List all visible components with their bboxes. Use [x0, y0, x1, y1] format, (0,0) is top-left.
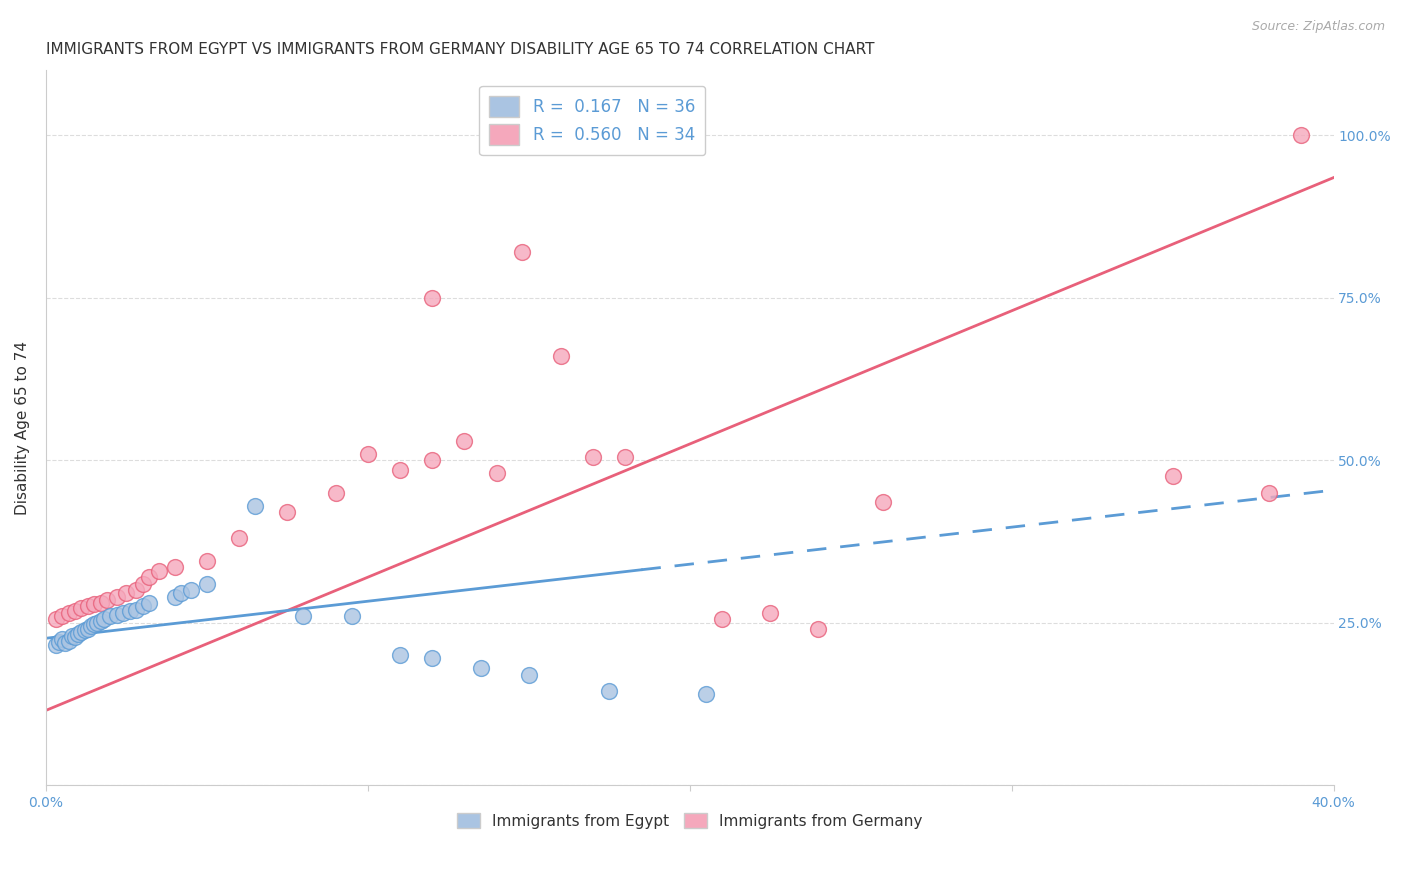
Point: [420, 453, 443, 467]
Point: [550, 115, 572, 129]
Point: [76, 622, 98, 636]
Point: [138, 596, 160, 610]
Point: [180, 583, 202, 598]
Point: [1291, 128, 1313, 143]
Point: [112, 606, 135, 620]
Point: [45, 639, 67, 653]
Point: [83, 598, 105, 612]
Point: [70, 625, 93, 640]
Point: [340, 609, 363, 624]
Point: [118, 604, 141, 618]
Point: [550, 349, 572, 363]
Point: [420, 651, 443, 665]
Point: [389, 648, 412, 662]
Point: [58, 606, 80, 620]
Point: [508, 115, 530, 129]
Point: [517, 667, 540, 681]
Point: [58, 633, 80, 648]
Point: [292, 609, 315, 624]
Point: [1258, 485, 1281, 500]
Point: [389, 463, 412, 477]
Point: [53, 636, 76, 650]
Point: [131, 599, 153, 614]
Point: [67, 627, 90, 641]
Point: [357, 447, 380, 461]
Point: [512, 245, 534, 260]
Point: [73, 624, 96, 638]
Point: [195, 576, 218, 591]
Point: [70, 601, 93, 615]
Point: [1161, 469, 1184, 483]
Point: [96, 593, 118, 607]
Point: [807, 622, 830, 636]
Point: [276, 505, 298, 519]
Text: Source: ZipAtlas.com: Source: ZipAtlas.com: [1251, 20, 1385, 33]
Point: [228, 531, 250, 545]
Point: [90, 615, 112, 629]
Point: [245, 499, 267, 513]
Point: [83, 617, 105, 632]
Point: [98, 609, 121, 624]
Point: [325, 485, 347, 500]
Point: [470, 661, 492, 675]
Point: [86, 615, 108, 630]
Point: [125, 602, 148, 616]
Point: [60, 629, 83, 643]
Legend: Immigrants from Egypt, Immigrants from Germany: Immigrants from Egypt, Immigrants from G…: [450, 806, 929, 835]
Point: [125, 583, 148, 598]
Point: [93, 612, 115, 626]
Point: [51, 632, 73, 646]
Point: [63, 604, 86, 618]
Text: IMMIGRANTS FROM EGYPT VS IMMIGRANTS FROM GERMANY DISABILITY AGE 65 TO 74 CORRELA: IMMIGRANTS FROM EGYPT VS IMMIGRANTS FROM…: [46, 42, 875, 57]
Y-axis label: Disability Age 65 to 74: Disability Age 65 to 74: [15, 341, 30, 515]
Point: [759, 606, 782, 620]
Point: [51, 609, 73, 624]
Point: [163, 560, 186, 574]
Point: [63, 630, 86, 644]
Point: [148, 564, 170, 578]
Point: [80, 619, 103, 633]
Point: [195, 554, 218, 568]
Point: [48, 635, 70, 649]
Point: [485, 467, 508, 481]
Point: [131, 576, 153, 591]
Point: [453, 434, 475, 448]
Point: [76, 599, 98, 614]
Point: [598, 684, 620, 698]
Point: [105, 607, 128, 622]
Point: [90, 596, 112, 610]
Point: [138, 570, 160, 584]
Point: [710, 612, 733, 626]
Point: [872, 495, 894, 509]
Point: [105, 590, 128, 604]
Point: [614, 450, 637, 464]
Point: [420, 291, 443, 305]
Point: [163, 590, 186, 604]
Point: [582, 450, 605, 464]
Point: [170, 586, 193, 600]
Point: [695, 687, 717, 701]
Point: [115, 586, 138, 600]
Point: [45, 612, 67, 626]
